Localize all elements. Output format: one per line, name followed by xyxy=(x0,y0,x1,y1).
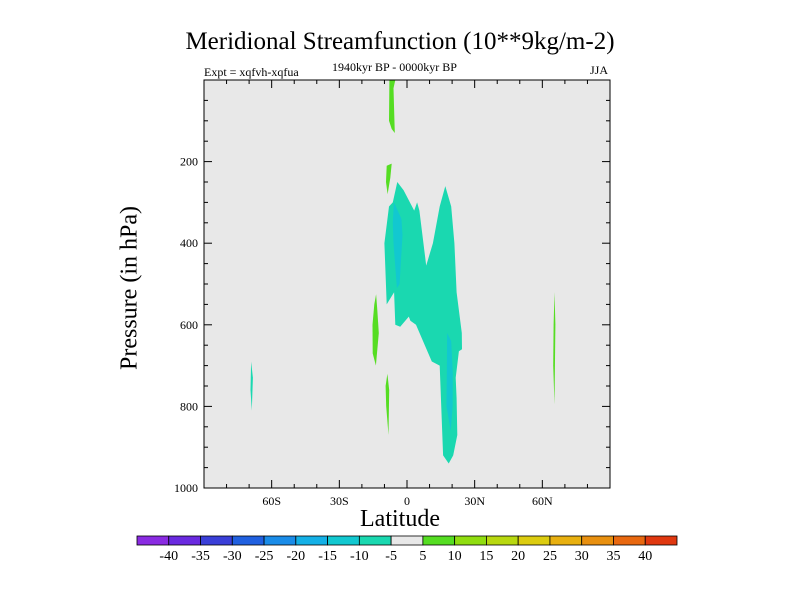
subtitle-period: 1940kyr BP - 0000kyr BP xyxy=(332,60,457,74)
colorbar-label: -25 xyxy=(255,549,274,564)
colorbar-label: 10 xyxy=(448,549,462,564)
colorbar-label: 35 xyxy=(606,549,620,564)
region-negative-10-15-lower xyxy=(446,333,453,431)
colorbar-swatch xyxy=(358,535,392,546)
colorbar-swatch xyxy=(644,535,678,546)
colorbar-swatch xyxy=(549,535,583,546)
colorbar-label: 20 xyxy=(511,549,525,564)
region-positive-5-10-lower xyxy=(385,373,390,435)
colorbar-swatch xyxy=(200,535,233,546)
y-tick-label: 600 xyxy=(180,318,198,332)
x-tick-label: 60S xyxy=(262,494,281,508)
colorbar-swatch xyxy=(295,535,328,546)
colorbar-swatch xyxy=(486,535,519,546)
region-negative-5-10-left xyxy=(250,361,253,411)
x-tick-label: 30N xyxy=(464,494,485,508)
colorbar-swatch xyxy=(581,535,614,546)
x-axis-label: Latitude xyxy=(360,506,440,532)
colorbar-label: 25 xyxy=(543,549,557,564)
region-positive-5-10-upper xyxy=(386,163,392,195)
colorbar-swatch xyxy=(263,535,297,546)
colorbar-swatch xyxy=(613,535,646,546)
colorbar-swatch xyxy=(136,535,170,546)
colorbar-label: -10 xyxy=(350,549,369,564)
colorbar-label: -40 xyxy=(159,549,178,564)
y-tick-label: 400 xyxy=(180,236,198,250)
colorbar-swatch xyxy=(422,535,456,546)
region-negative-5-10-main xyxy=(384,182,462,464)
subtitle-experiment: Expt = xqfvh-xqfua xyxy=(204,65,299,79)
colorbar-label: 30 xyxy=(575,549,589,564)
region-negative-10-15-upper xyxy=(392,202,403,289)
x-tick-label: 0 xyxy=(404,494,410,508)
y-tick-label: 200 xyxy=(180,155,198,169)
colorbar-swatch xyxy=(517,535,551,546)
subtitle-season: JJA xyxy=(590,63,609,77)
region-positive-5-10-right xyxy=(553,292,556,405)
x-tick-label: 60N xyxy=(532,494,553,508)
colorbar-swatch xyxy=(327,535,360,546)
colorbar-label: 15 xyxy=(479,549,493,564)
colorbar-label: 5 xyxy=(419,549,426,564)
colorbar-label: 40 xyxy=(638,549,652,564)
colorbar-swatch xyxy=(454,535,487,546)
colorbar-swatch xyxy=(168,535,201,546)
colorbar-label: -20 xyxy=(286,549,305,564)
y-tick-label: 800 xyxy=(180,399,198,413)
region-positive-5-10-mid xyxy=(372,294,379,366)
colorbar-label: -15 xyxy=(318,549,337,564)
colorbar-swatch xyxy=(231,535,265,546)
colorbar-swatch xyxy=(390,535,424,546)
colorbar-label: -5 xyxy=(385,549,397,564)
colorbar-label: -30 xyxy=(223,549,242,564)
region-positive-5-10-top-column xyxy=(389,80,396,133)
y-tick-label: 1000 xyxy=(174,481,198,495)
colorbar-label: -35 xyxy=(191,549,210,564)
x-tick-label: 30S xyxy=(330,494,349,508)
chart-title: Meridional Streamfunction (10**9kg/m-2) xyxy=(185,28,615,55)
